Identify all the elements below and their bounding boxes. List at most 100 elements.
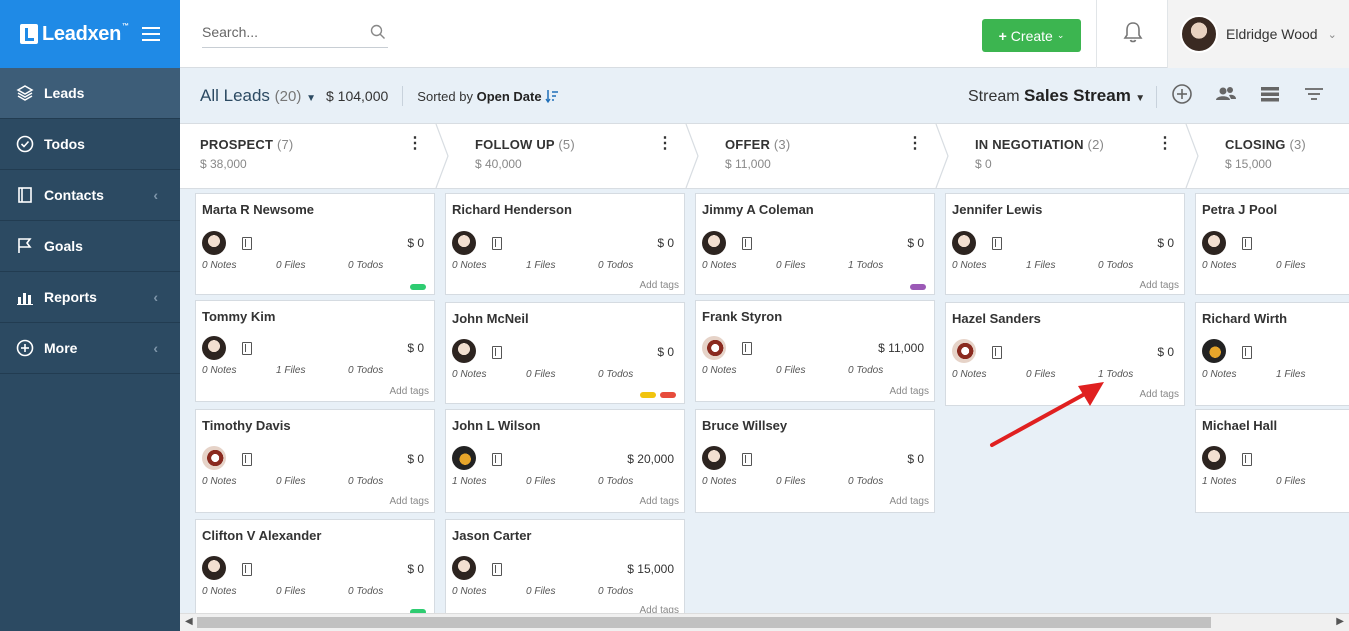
notebook-icon [242, 342, 252, 355]
sidebar-item-todos[interactable]: Todos [0, 119, 180, 170]
stage-in-negotiation[interactable]: IN NEGOTIATION (2) $ 0 [975, 124, 1205, 188]
notebook-icon [992, 237, 1002, 250]
notebook-icon [1242, 346, 1252, 359]
stage-prospect[interactable]: PROSPECT (7) $ 38,000 [200, 124, 430, 188]
lead-card[interactable]: Timothy Davis $ 0 0 Notes 0 Files 0 Todo… [195, 409, 435, 513]
lead-card[interactable]: Michael Hall 1 Notes 0 Files [1195, 409, 1349, 513]
search-input[interactable] [202, 18, 362, 46]
notes-count: 0 Notes [702, 260, 737, 271]
search-icon[interactable] [370, 24, 386, 45]
notebook-icon [242, 453, 252, 466]
todos-count: 0 Todos [848, 365, 884, 376]
lead-card[interactable]: Hazel Sanders $ 0 0 Notes 0 Files 1 Todo… [945, 302, 1185, 406]
scroll-left-icon[interactable]: ◀ [185, 616, 193, 627]
lead-value: $ 0 [1157, 236, 1174, 250]
lead-card[interactable]: Jennifer Lewis $ 0 0 Notes 1 Files 0 Tod… [945, 193, 1185, 295]
sidebar-item-goals[interactable]: Goals [0, 221, 180, 272]
notes-count: 0 Notes [452, 369, 487, 380]
lead-card[interactable]: Richard Wirth 0 Notes 1 Files [1195, 302, 1349, 406]
stage-divider [435, 124, 449, 188]
todos-count: 0 Todos [598, 586, 634, 597]
lead-card[interactable]: Petra J Pool 0 Notes 0 Files [1195, 193, 1349, 295]
add-lead-icon[interactable] [1171, 83, 1193, 110]
add-tags-link[interactable]: Add tags [389, 386, 429, 397]
lead-value: $ 0 [407, 236, 424, 250]
stage-offer[interactable]: OFFER (3) $ 11,000 [725, 124, 955, 188]
stage-follow-up[interactable]: FOLLOW UP (5) $ 40,000 [475, 124, 705, 188]
lead-value: $ 0 [657, 236, 674, 250]
add-tags-link[interactable]: Add tags [639, 496, 679, 507]
add-tags-link[interactable]: Add tags [639, 605, 679, 613]
plus-icon: + [998, 27, 1007, 44]
avatar [452, 446, 476, 470]
add-tags-link[interactable]: Add tags [889, 386, 929, 397]
avatar [202, 556, 226, 580]
notes-count: 0 Notes [1202, 260, 1237, 271]
lead-card[interactable]: Frank Styron $ 11,000 0 Notes 0 Files 0 … [695, 300, 935, 402]
scrollbar-thumb[interactable] [197, 617, 1211, 628]
chevron-left-icon: ‹ [153, 289, 158, 305]
add-tags-link[interactable]: Add tags [639, 280, 679, 291]
notes-count: 0 Notes [1202, 369, 1237, 380]
sort-control[interactable]: Sorted by Open Date [417, 89, 559, 104]
user-name: Eldridge Wood [1226, 26, 1318, 42]
files-count: 0 Files [276, 476, 306, 487]
stage-menu-icon[interactable]: ⋮ [907, 135, 923, 152]
lead-card[interactable]: Jimmy A Coleman $ 0 0 Notes 0 Files 1 To… [695, 193, 935, 295]
files-count: 0 Files [776, 476, 806, 487]
horizontal-scrollbar[interactable]: ◀ ▶ [180, 613, 1349, 631]
stage-title: PROSPECT (7) [200, 137, 294, 152]
lead-name: Tommy Kim [202, 309, 276, 324]
users-icon[interactable] [1215, 83, 1237, 110]
todos-count: 1 Todos [848, 260, 884, 271]
files-count: 0 Files [776, 260, 806, 271]
lead-card[interactable]: Richard Henderson $ 0 0 Notes 1 Files 0 … [445, 193, 685, 295]
user-menu[interactable]: Eldridge Wood ⌄ [1167, 0, 1349, 68]
stage-menu-icon[interactable]: ⋮ [1157, 135, 1173, 152]
stream-selector[interactable]: Stream Sales Stream ▼ [968, 86, 1145, 106]
stage-closing[interactable]: CLOSING (3) $ 15,000 [1225, 124, 1345, 188]
tag-green [410, 284, 426, 290]
add-tags-link[interactable]: Add tags [389, 496, 429, 507]
list-view-icon[interactable] [1259, 83, 1281, 110]
add-tags-link[interactable]: Add tags [1139, 389, 1179, 400]
menu-toggle-icon[interactable] [142, 27, 160, 41]
sidebar-item-more[interactable]: More ‹ [0, 323, 180, 374]
lead-card[interactable]: Jason Carter $ 15,000 0 Notes 0 Files 0 … [445, 519, 685, 613]
lead-name: Jennifer Lewis [952, 202, 1043, 217]
lead-value: $ 0 [407, 452, 424, 466]
create-label: Create [1010, 27, 1053, 44]
notes-count: 0 Notes [952, 369, 987, 380]
notifications-button[interactable] [1096, 0, 1168, 68]
sidebar-item-reports[interactable]: Reports ‹ [0, 272, 180, 323]
stage-title: FOLLOW UP (5) [475, 137, 575, 152]
lead-card[interactable]: John L Wilson $ 20,000 1 Notes 0 Files 0… [445, 409, 685, 513]
files-count: 0 Files [526, 369, 556, 380]
lead-card[interactable]: Tommy Kim $ 0 0 Notes 1 Files 0 Todos Ad… [195, 300, 435, 402]
stage-menu-icon[interactable]: ⋮ [657, 135, 673, 152]
page-title: All Leads [200, 86, 270, 105]
add-tags-link[interactable]: Add tags [889, 496, 929, 507]
check-circle-icon [16, 135, 34, 153]
stage-title: IN NEGOTIATION (2) [975, 137, 1105, 152]
notebook-icon [992, 346, 1002, 359]
stage-menu-icon[interactable]: ⋮ [407, 135, 423, 152]
lead-card[interactable]: Clifton V Alexander $ 0 0 Notes 0 Files … [195, 519, 435, 613]
lead-card[interactable]: Marta R Newsome $ 0 0 Notes 0 Files 0 To… [195, 193, 435, 295]
lead-card[interactable]: John McNeil $ 0 0 Notes 0 Files 0 Todos [445, 302, 685, 404]
add-tags-link[interactable]: Add tags [1139, 280, 1179, 291]
create-button[interactable]: + Create ⌄ [982, 19, 1081, 52]
avatar [702, 336, 726, 360]
lead-name: Marta R Newsome [202, 202, 314, 217]
leadxen-logo-icon [20, 24, 38, 44]
sidebar-item-contacts[interactable]: Contacts ‹ [0, 170, 180, 221]
lead-name: Michael Hall [1202, 418, 1278, 433]
files-count: 1 Files [276, 365, 306, 376]
filter-icon[interactable] [1303, 83, 1325, 110]
lead-card[interactable]: Bruce Willsey $ 0 0 Notes 0 Files 0 Todo… [695, 409, 935, 513]
scroll-right-icon[interactable]: ▶ [1336, 616, 1344, 627]
sidebar-item-leads[interactable]: Leads [0, 68, 180, 119]
avatar [1202, 231, 1226, 255]
all-leads-filter[interactable]: All Leads (20) ▼ [200, 86, 316, 106]
notebook-icon [1242, 453, 1252, 466]
